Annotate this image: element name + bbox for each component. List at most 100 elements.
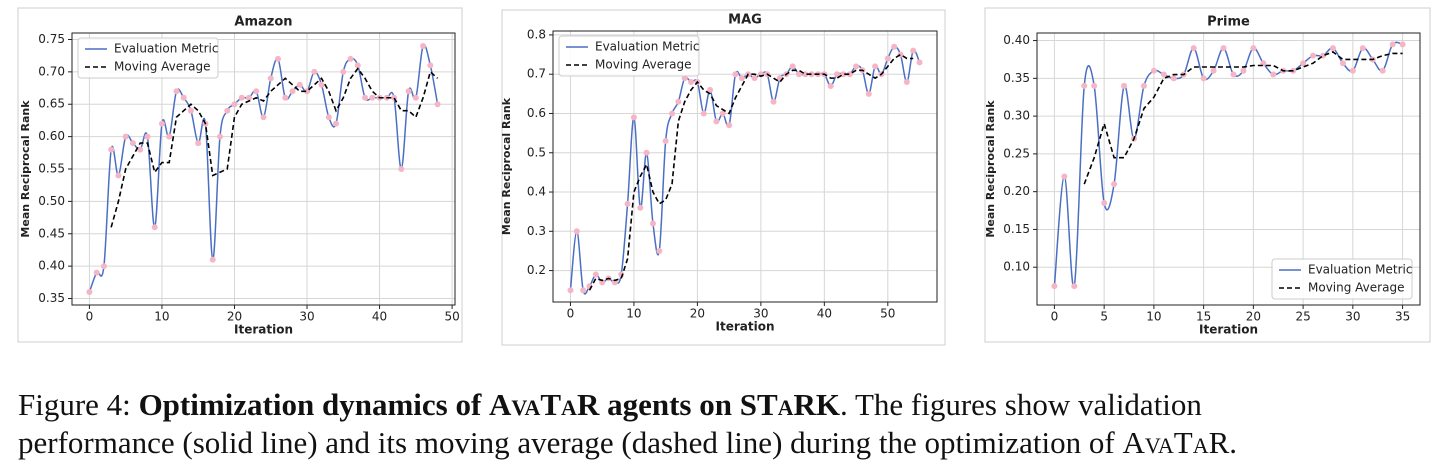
data-point — [86, 289, 93, 296]
data-point — [1101, 200, 1108, 206]
legend-label: Moving Average — [1308, 281, 1404, 295]
data-point — [630, 114, 637, 121]
plot-frame — [552, 30, 938, 303]
data-point — [289, 88, 296, 95]
data-point — [1051, 283, 1058, 290]
data-point — [216, 133, 223, 140]
x-tick-label: 0 — [567, 307, 575, 321]
legend-box — [558, 35, 700, 77]
data-point — [1359, 45, 1366, 52]
data-point — [1200, 75, 1207, 82]
data-point — [427, 62, 434, 69]
data-point — [599, 279, 606, 286]
legend: Evaluation Metric Moving Average — [77, 37, 219, 79]
data-point — [1250, 45, 1257, 52]
data-point — [1230, 71, 1237, 78]
data-point — [1310, 52, 1317, 59]
chart-title: MAG — [728, 13, 762, 28]
data-point — [325, 114, 332, 121]
data-point — [834, 71, 841, 78]
x-tick-label: 10 — [1146, 310, 1161, 324]
x-tick-label: 35 — [1395, 310, 1410, 324]
data-point — [1240, 67, 1247, 74]
y-tick-label: 0.55 — [38, 162, 65, 176]
data-point — [354, 62, 361, 69]
legend-label: Moving Average — [114, 60, 210, 74]
moving-average-line — [110, 67, 439, 228]
x-tick-label: 20 — [690, 307, 705, 321]
data-point — [144, 133, 151, 140]
moving-average-line — [1083, 50, 1403, 185]
data-point — [884, 55, 891, 62]
data-point — [1091, 82, 1098, 89]
legend: Evaluation Metric Moving Average — [1271, 258, 1413, 300]
data-point — [853, 63, 860, 70]
data-point — [115, 172, 122, 179]
y-tick-label: 0.40 — [1003, 33, 1030, 47]
y-tick-label: 0.10 — [1003, 260, 1030, 274]
data-point — [1220, 45, 1227, 52]
caption-text: . — [1229, 425, 1238, 460]
data-point — [751, 75, 758, 82]
data-point — [260, 114, 267, 121]
data-point — [282, 94, 289, 101]
data-point — [643, 149, 650, 156]
y-tick-label: 0.35 — [1003, 71, 1030, 85]
data-point — [100, 263, 107, 270]
data-point — [713, 118, 720, 125]
legend-label: Moving Average — [595, 58, 691, 72]
data-point — [151, 224, 158, 231]
data-point — [675, 98, 682, 105]
data-point — [827, 82, 834, 89]
y-tick-label: 0.45 — [38, 226, 65, 240]
data-point — [398, 166, 405, 172]
data-point — [318, 81, 325, 88]
data-point — [369, 94, 376, 101]
y-tick-label: 0.6 — [527, 106, 546, 120]
data-point — [846, 71, 853, 78]
data-point — [304, 88, 311, 95]
data-point — [808, 71, 815, 78]
data-point — [275, 55, 282, 62]
data-point — [637, 204, 644, 211]
data-point — [173, 88, 180, 95]
data-point — [1349, 67, 1356, 74]
chart-title: Prime — [1207, 15, 1250, 30]
y-tick-label: 0.20 — [1003, 184, 1030, 198]
x-tick-label: 0 — [86, 310, 94, 324]
caption-text: . The figures show validation — [840, 387, 1202, 422]
data-point — [707, 86, 714, 93]
data-point — [656, 247, 663, 254]
data-point — [872, 63, 879, 70]
data-point — [573, 228, 580, 235]
data-point — [688, 79, 695, 86]
legend-box — [1271, 258, 1413, 300]
data-point — [567, 287, 574, 294]
data-point — [434, 101, 441, 108]
data-point — [1160, 71, 1167, 78]
data-point — [333, 120, 340, 127]
data-point — [362, 94, 369, 101]
y-tick-label: 0.15 — [1003, 222, 1030, 236]
data-point — [1389, 41, 1396, 48]
y-tick-label: 0.7 — [527, 67, 546, 81]
figure-panels: 0.350.400.450.500.550.600.650.700.750 10 2… — [17, 7, 1431, 346]
y-tick-label: 0.30 — [1003, 109, 1030, 123]
data-point — [122, 133, 129, 140]
data-point — [770, 98, 777, 105]
y-tick-label: 0.35 — [38, 291, 65, 305]
y-axis-label: Mean Reciprocal Rank — [500, 97, 513, 235]
data-point — [412, 94, 419, 101]
data-point — [253, 88, 260, 95]
chart-title: Amazon — [234, 15, 292, 30]
data-point — [1071, 283, 1078, 290]
data-point — [669, 110, 676, 117]
moving-average-line — [588, 53, 914, 291]
data-point — [1190, 45, 1197, 52]
panel-border — [501, 9, 946, 346]
data-point — [789, 63, 796, 70]
data-point — [1339, 60, 1346, 67]
data-point — [347, 55, 354, 62]
data-point — [93, 269, 100, 276]
